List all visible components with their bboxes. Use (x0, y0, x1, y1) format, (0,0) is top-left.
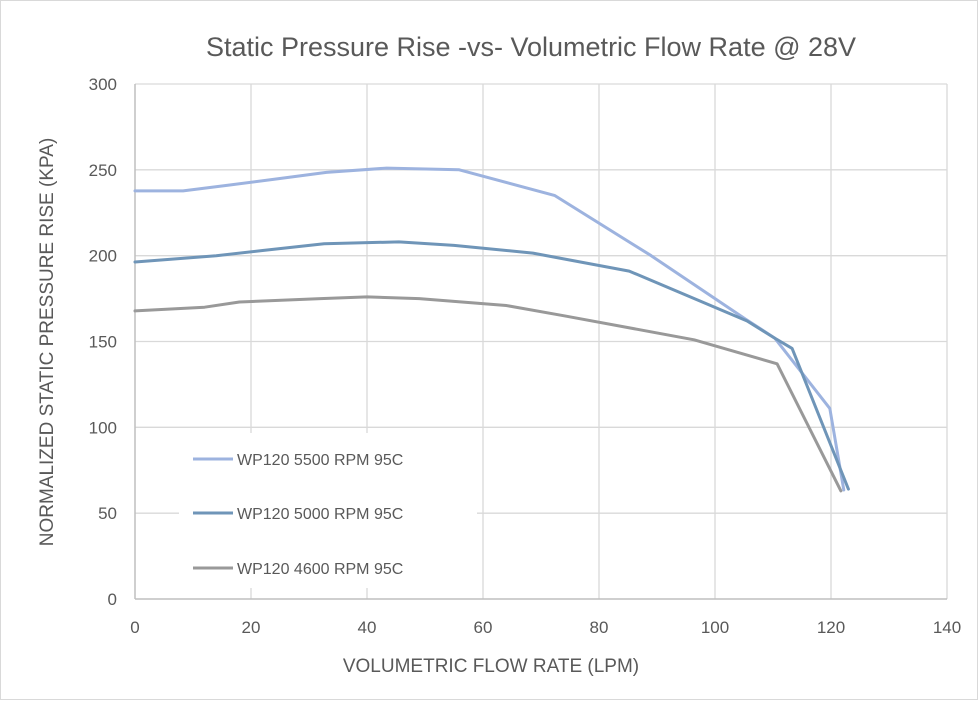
x-tick-label: 140 (933, 618, 961, 637)
x-tick-label: 20 (242, 618, 261, 637)
y-tick-label: 100 (89, 418, 117, 437)
series-line-1 (133, 240, 850, 491)
y-tick-label: 150 (89, 333, 117, 352)
x-tick-label: 40 (358, 618, 377, 637)
legend-label: WP120 4600 RPM 95C (237, 561, 403, 578)
x-tick-label: 100 (701, 618, 729, 637)
y-tick-label: 200 (89, 247, 117, 266)
x-tick-label: 60 (474, 618, 493, 637)
chart-title: Static Pressure Rise -vs- Volumetric Flo… (206, 32, 856, 62)
y-tick-label: 300 (89, 75, 117, 94)
x-axis-title: VOLUMETRIC FLOW RATE (LPM) (343, 656, 639, 677)
x-tick-label: 120 (817, 618, 845, 637)
series-line-2 (133, 295, 843, 493)
legend-label: WP120 5500 RPM 95C (237, 452, 403, 469)
series-group (133, 166, 850, 493)
y-tick-label: 0 (108, 590, 117, 609)
x-tick-label: 0 (130, 618, 139, 637)
gridlines (135, 83, 948, 599)
y-tick-label: 250 (89, 161, 117, 180)
y-axis-title: NORMALIZED STATIC PRESSURE RISE (KPA) (37, 138, 58, 547)
axes: 0 50 100 150 200 250 300 0 20 40 60 80 100 120 140 (89, 75, 962, 637)
y-tick-label: 50 (98, 504, 117, 523)
legend: WP120 5500 RPM 95C WP120 5000 RPM 95C WP12… (179, 433, 477, 588)
legend-label: WP120 5000 RPM 95C (237, 506, 403, 523)
x-tick-label: 80 (590, 618, 609, 637)
